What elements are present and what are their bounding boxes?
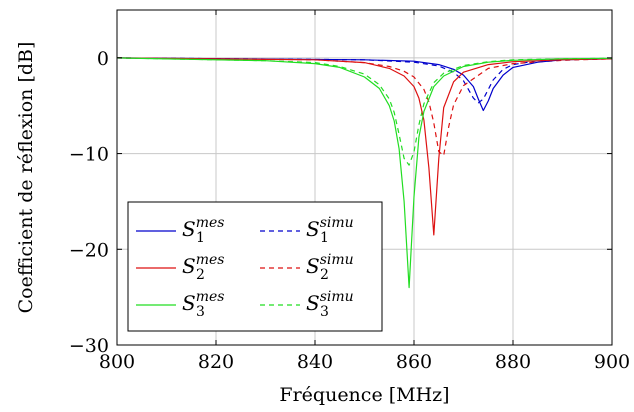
x-tick-label: 880 <box>495 351 531 373</box>
series-line-5 <box>117 58 612 165</box>
x-tick-label: 900 <box>594 351 630 373</box>
y-tick-label: −20 <box>69 239 109 261</box>
series-line-0 <box>117 58 612 111</box>
y-axis-title: Coefficient de réflexion [dB] <box>15 42 37 314</box>
x-tick-label: 860 <box>396 351 432 373</box>
x-axis-title: Fréquence [MHz] <box>279 384 449 406</box>
y-tick-label: 0 <box>97 48 109 70</box>
series-line-3 <box>117 58 612 156</box>
y-tick-label: −30 <box>69 335 109 357</box>
x-tick-label: 820 <box>198 351 234 373</box>
y-tick-label: −10 <box>69 144 109 166</box>
series-line-1 <box>117 58 612 103</box>
x-tick-label: 840 <box>297 351 333 373</box>
